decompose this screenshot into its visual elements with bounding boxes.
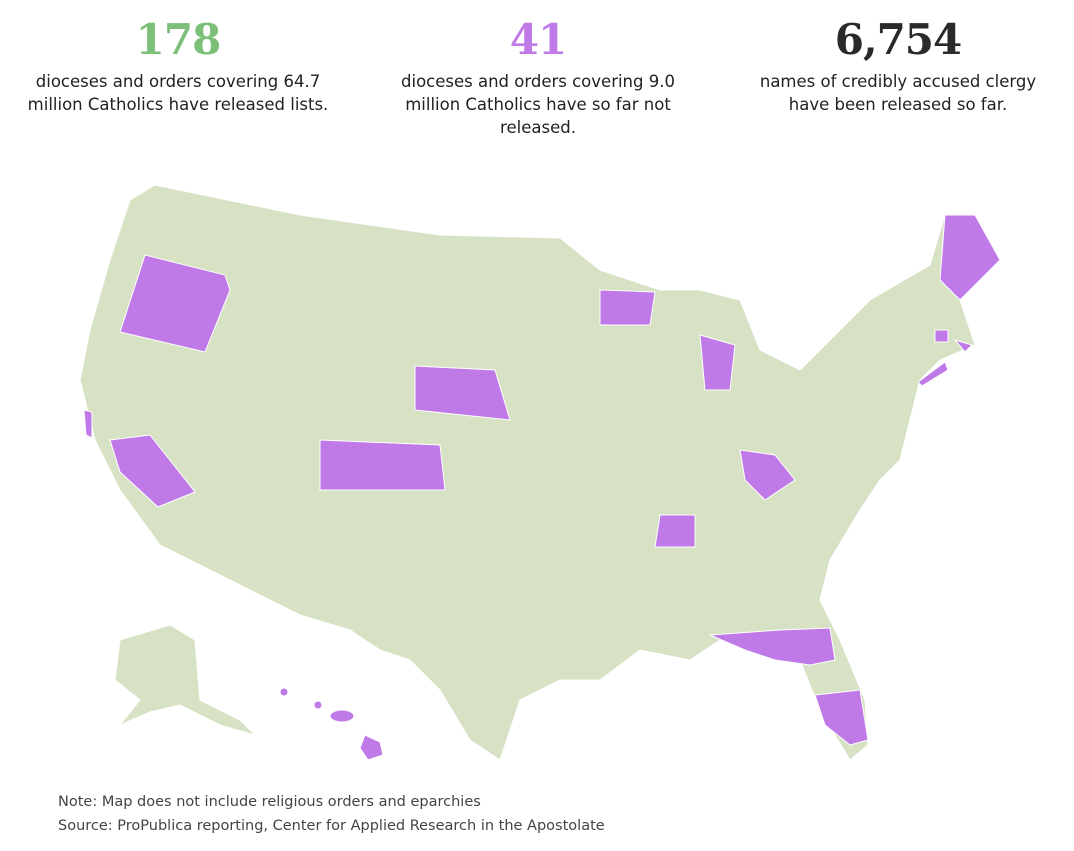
region bbox=[939, 214, 1001, 301]
alaska bbox=[114, 624, 257, 737]
contiguous-us bbox=[79, 184, 1001, 761]
region bbox=[414, 365, 511, 421]
stat-text: dioceses and orders covering 64.7 millio… bbox=[27, 72, 329, 114]
region bbox=[599, 289, 656, 326]
footer-note: Note: Map does not include religious ord… bbox=[58, 794, 481, 810]
island bbox=[329, 709, 355, 723]
stat: 178 dioceses and orders covering 64.7 mi… bbox=[18, 14, 338, 116]
stat-number: 41 bbox=[509, 15, 567, 64]
stat-text: dioceses and orders covering 9.0 million… bbox=[401, 72, 675, 137]
island bbox=[313, 700, 323, 710]
stat: 41 dioceses and orders covering 9.0 mill… bbox=[378, 14, 698, 139]
region bbox=[953, 339, 973, 353]
region bbox=[699, 334, 736, 391]
region bbox=[119, 254, 231, 353]
region bbox=[709, 627, 836, 666]
region bbox=[814, 689, 869, 746]
footer-source: Source: ProPublica reporting, Center for… bbox=[58, 818, 605, 834]
stat-number: 178 bbox=[135, 15, 222, 64]
region bbox=[319, 439, 446, 491]
region bbox=[83, 409, 93, 439]
region bbox=[917, 361, 949, 387]
region bbox=[934, 329, 949, 343]
region bbox=[654, 514, 696, 548]
us-map bbox=[79, 184, 1001, 761]
region bbox=[109, 434, 196, 508]
stat-text: names of credibly accused clergy have be… bbox=[759, 72, 1037, 114]
region bbox=[739, 449, 796, 501]
island bbox=[359, 734, 384, 761]
stat-number: 6,754 bbox=[834, 15, 963, 64]
island bbox=[279, 687, 289, 697]
stat: 6,754 names of credibly accused clergy h… bbox=[738, 14, 1058, 116]
